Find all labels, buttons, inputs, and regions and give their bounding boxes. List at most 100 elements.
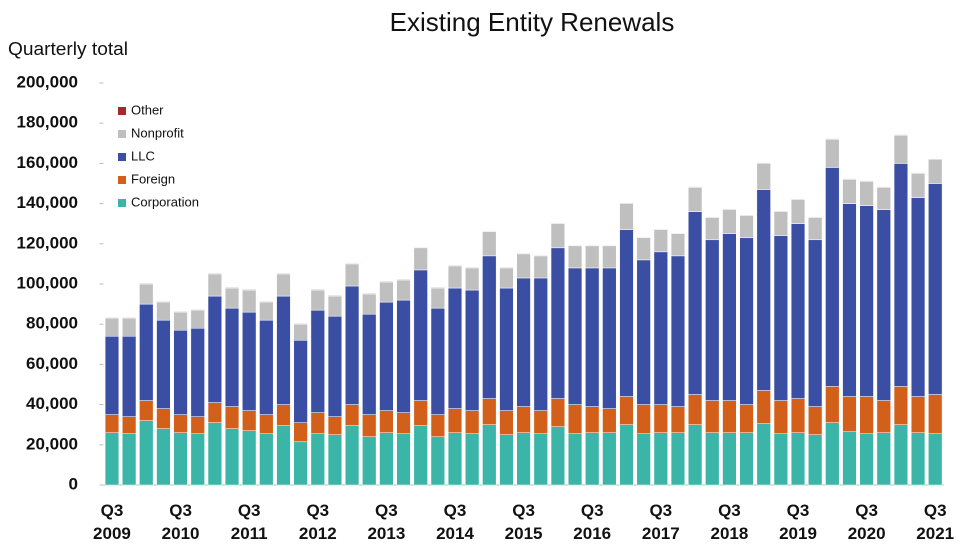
bar-segment bbox=[893, 163, 909, 387]
bar-segment bbox=[602, 244, 617, 247]
bar-segment bbox=[379, 432, 394, 486]
y-tick-label: 120,000 bbox=[17, 233, 78, 252]
bar-segment bbox=[790, 398, 806, 433]
bar-segment bbox=[516, 432, 531, 486]
bar-segment bbox=[670, 255, 686, 407]
bar-segment bbox=[276, 295, 291, 405]
bar-segment bbox=[928, 433, 943, 486]
bar-segment bbox=[722, 432, 737, 486]
bar-segment bbox=[173, 432, 188, 486]
bar-segment bbox=[773, 210, 788, 212]
bar-segment bbox=[224, 406, 240, 429]
x-tick-label: Q3 2013 bbox=[367, 501, 405, 543]
chart-title: Existing Entity Renewals bbox=[390, 7, 675, 37]
bar-segment bbox=[122, 433, 137, 486]
bar-segment bbox=[413, 247, 428, 271]
bar-segment bbox=[379, 301, 394, 411]
bar-segment bbox=[465, 410, 480, 434]
y-tick-label: 80,000 bbox=[26, 314, 78, 333]
bar-segment bbox=[293, 323, 308, 341]
bar-segment bbox=[482, 398, 497, 425]
bar-segment bbox=[705, 216, 720, 218]
bar-segment bbox=[104, 336, 120, 415]
bar-segment bbox=[910, 396, 926, 433]
bar-segment bbox=[825, 386, 840, 423]
x-tick-label: Q3 2018 bbox=[710, 501, 748, 543]
bar-segment bbox=[224, 428, 240, 486]
bar-segment bbox=[276, 425, 291, 486]
bar-segment bbox=[482, 231, 497, 257]
bar-segment bbox=[224, 287, 240, 289]
bar-segment bbox=[156, 408, 171, 429]
bar-segment bbox=[344, 425, 360, 486]
bar-segment bbox=[756, 163, 771, 190]
y-tick-label: 160,000 bbox=[17, 153, 78, 172]
bar-segment bbox=[499, 410, 514, 436]
bar-segment bbox=[636, 259, 651, 405]
bar-segment bbox=[310, 289, 325, 291]
bar-segment bbox=[790, 198, 806, 200]
bar-segment bbox=[687, 187, 703, 212]
bar-segment bbox=[139, 283, 154, 285]
bar-segment bbox=[739, 237, 754, 405]
x-tick-label: Q3 2016 bbox=[573, 501, 611, 543]
x-tick-label: Q3 2021 bbox=[916, 501, 954, 543]
bar-segment bbox=[242, 311, 257, 411]
bar-segment bbox=[482, 255, 497, 399]
bar-segment bbox=[653, 228, 668, 230]
bar-segment bbox=[293, 422, 308, 443]
bar-segment bbox=[567, 433, 583, 486]
bar-segment bbox=[550, 247, 566, 399]
bar-segment bbox=[447, 265, 463, 289]
bar-segment bbox=[636, 433, 651, 486]
bar-segment bbox=[653, 251, 668, 405]
bar-segment bbox=[104, 432, 120, 486]
bar-segment bbox=[156, 301, 171, 303]
bar-segment bbox=[876, 187, 891, 210]
bar-segment bbox=[808, 216, 823, 218]
bar-segment bbox=[447, 287, 463, 409]
bar-segment bbox=[876, 209, 891, 401]
bar-segment bbox=[687, 394, 703, 425]
bar-segment bbox=[756, 390, 771, 424]
y-tick-label: 200,000 bbox=[17, 72, 78, 91]
bar-segment bbox=[619, 203, 634, 230]
bar-segment bbox=[602, 245, 617, 269]
bar-segment bbox=[773, 235, 788, 401]
bar-segment bbox=[276, 404, 291, 426]
bar-segment bbox=[413, 400, 428, 426]
bar-segment bbox=[173, 311, 188, 331]
bar-segment bbox=[533, 277, 548, 411]
bar-segment bbox=[842, 431, 857, 486]
bar-segment bbox=[465, 267, 480, 291]
bar-segment bbox=[207, 402, 222, 423]
bar-segment bbox=[585, 244, 600, 247]
bar-segment bbox=[619, 424, 634, 486]
bar-segment bbox=[379, 410, 394, 433]
bar-segment bbox=[413, 269, 428, 401]
bar-segment bbox=[139, 420, 154, 486]
bar-segment bbox=[893, 386, 909, 425]
bar-segment bbox=[756, 189, 771, 391]
bar-segment bbox=[825, 138, 840, 140]
bar-segment bbox=[825, 167, 840, 387]
bar-segment bbox=[122, 317, 137, 319]
bar-segment bbox=[173, 329, 188, 415]
bar-segment bbox=[825, 139, 840, 168]
y-tick-label: 20,000 bbox=[26, 434, 78, 453]
bar-segment bbox=[396, 299, 411, 413]
legend-label: Other bbox=[131, 102, 164, 117]
x-tick-label: Q3 2019 bbox=[779, 501, 817, 543]
bar-segment bbox=[104, 414, 120, 433]
bar-segment bbox=[362, 414, 377, 438]
legend-swatch bbox=[118, 153, 126, 161]
bar-segment bbox=[465, 267, 480, 269]
bar-segment bbox=[122, 416, 137, 434]
bar-segment bbox=[139, 400, 154, 421]
bar-segment bbox=[722, 400, 737, 433]
bar-segment bbox=[207, 273, 222, 297]
bar-segment bbox=[430, 414, 445, 438]
bar-segment bbox=[413, 425, 428, 486]
bar-segment bbox=[739, 215, 754, 239]
